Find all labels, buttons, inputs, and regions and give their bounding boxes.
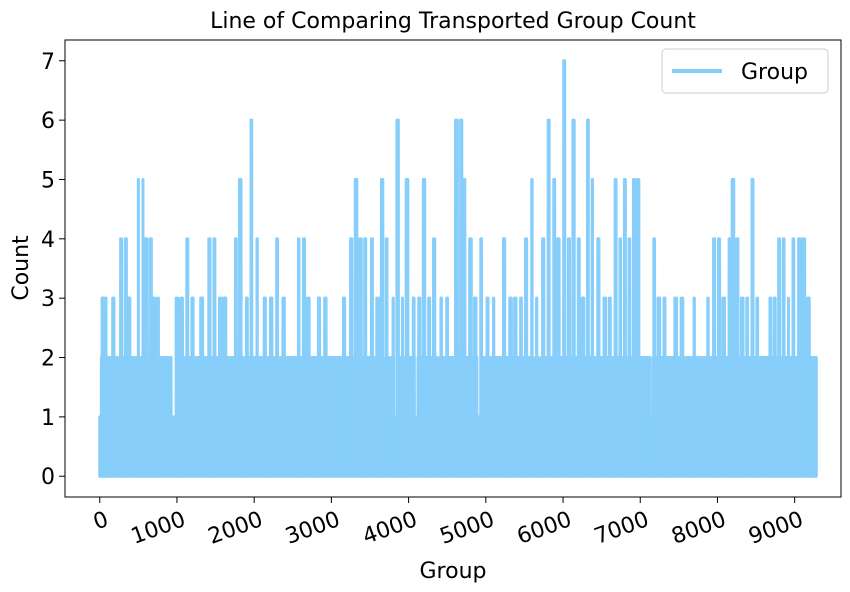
x-tick-label: 0 xyxy=(90,507,112,535)
chart-title: Line of Comparing Transported Group Coun… xyxy=(210,9,696,34)
y-axis: 0 1 2 3 4 5 6 7 xyxy=(41,50,65,490)
y-tick-label: 2 xyxy=(41,347,55,372)
legend-label-group: Group xyxy=(741,60,808,85)
x-tick-label: 1000 xyxy=(128,507,189,550)
y-tick-label: 7 xyxy=(41,50,55,75)
legend-box xyxy=(661,48,829,94)
x-tick-label: 6000 xyxy=(514,507,575,550)
x-tick-label: 2000 xyxy=(205,507,266,550)
y-tick-label: 1 xyxy=(41,406,55,431)
x-tick-label: 4000 xyxy=(359,507,420,550)
x-tick-label: 9000 xyxy=(746,507,807,550)
plot-area xyxy=(64,39,842,498)
x-axis-label: Group xyxy=(420,559,487,584)
x-tick-label: 5000 xyxy=(437,507,498,550)
y-axis-label: Count xyxy=(9,235,34,301)
y-tick-label: 5 xyxy=(41,168,55,193)
x-tick-label: 7000 xyxy=(591,507,652,550)
y-tick-label: 6 xyxy=(41,109,55,134)
series-layer xyxy=(98,59,818,478)
y-tick-label: 4 xyxy=(41,228,55,253)
y-tick-label: 0 xyxy=(41,465,55,490)
x-tick-label: 3000 xyxy=(282,507,343,550)
y-tick-label: 3 xyxy=(41,287,55,312)
x-axis: 0 1000 2000 3000 4000 5000 6000 7000 8000 9000 xyxy=(90,497,807,550)
legend: Group xyxy=(661,48,829,94)
x-tick-label: 8000 xyxy=(668,507,729,550)
plot-frame xyxy=(64,39,842,498)
